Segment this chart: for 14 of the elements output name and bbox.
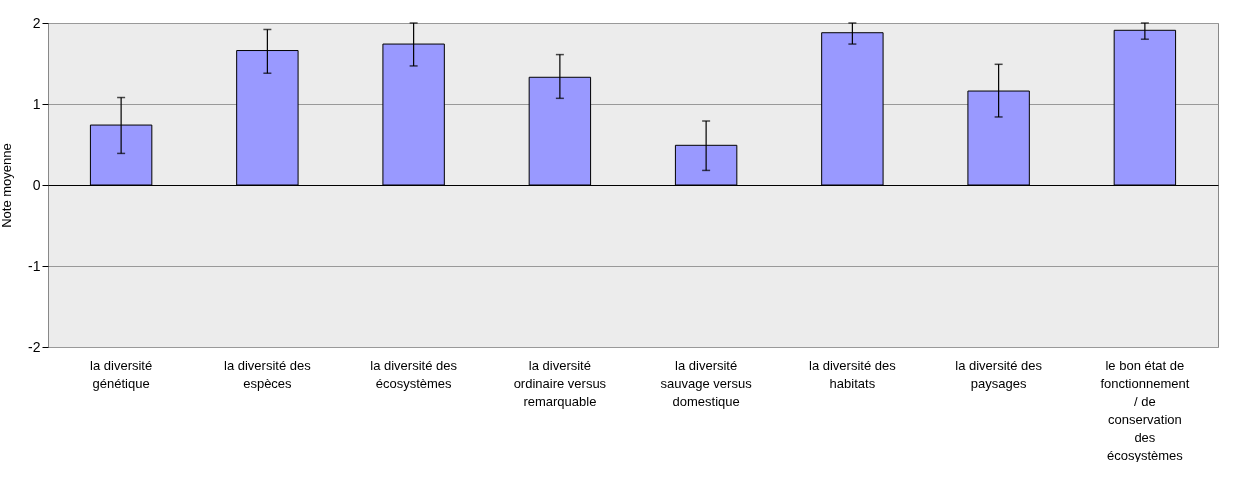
y-axis-title: Note moyenne — [0, 143, 15, 228]
y-tick-label: 0 — [32, 176, 41, 193]
x-tick-label: la diversité génétique — [90, 357, 153, 391]
x-tick-label: la diversité ordinaire versus remarquable — [513, 357, 607, 409]
y-tick-label: -2 — [28, 338, 41, 355]
y-tick-label: 2 — [32, 14, 41, 31]
y-tick-label: -1 — [28, 257, 41, 274]
y-tick-label: 1 — [32, 95, 41, 112]
x-tick-label: la diversité des habitats — [809, 357, 897, 391]
x-tick-label: le bon état de fonctionnement / de conservation des écosystèmes — [1100, 357, 1190, 463]
x-tick-label: la diversité des espèces — [224, 357, 312, 391]
x-tick-label: la diversité des paysages — [955, 357, 1043, 391]
x-tick-label: la diversité des écosystèmes — [370, 357, 458, 391]
x-tick-label: la diversité sauvage versus domestique — [660, 357, 753, 409]
